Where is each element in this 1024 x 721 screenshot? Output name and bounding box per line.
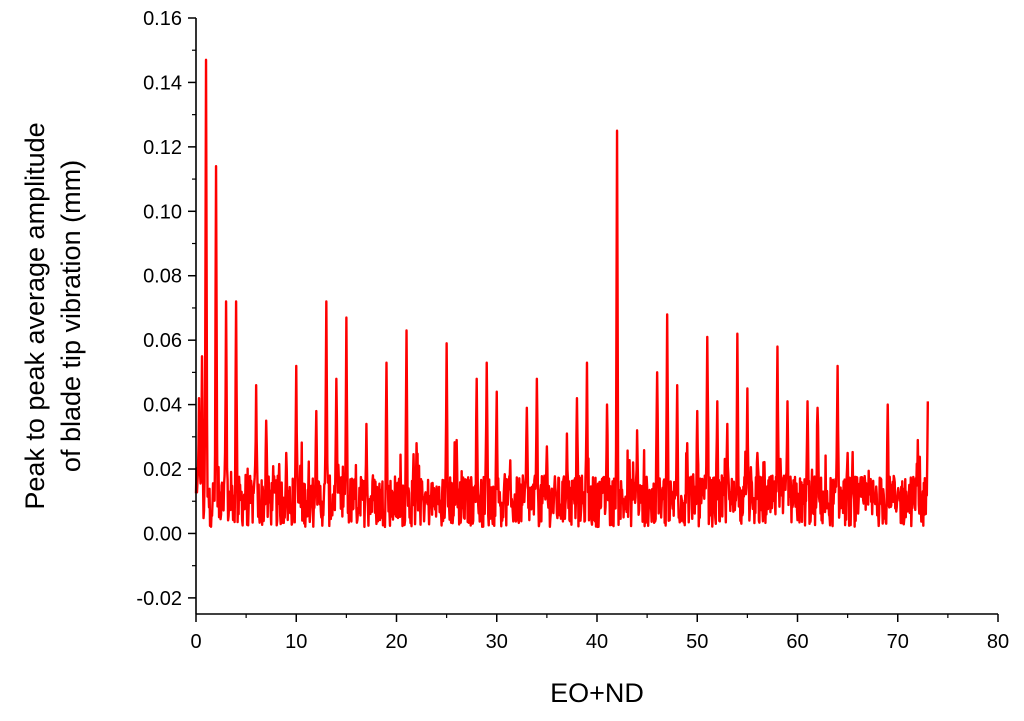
- y-axis-label-line-1: Peak to peak average amplitude: [20, 122, 50, 509]
- x-tick-label: 70: [887, 631, 909, 653]
- axes: 0 10 20 30 40 50 60 70 80 -0.02 0.00 0.02 0.04 0.06 0.…: [136, 8, 1009, 653]
- y-axis-label-line-2: of blade tip vibration (mm): [56, 160, 86, 472]
- x-tick-label: 0: [190, 631, 201, 653]
- y-tick-label: 0.16: [143, 8, 182, 30]
- x-tick-label: 20: [385, 631, 407, 653]
- x-tick-label: 40: [586, 631, 608, 653]
- y-tick-label: 0.02: [143, 459, 182, 481]
- x-tick-label: 60: [786, 631, 808, 653]
- x-tick-label: 10: [285, 631, 307, 653]
- x-tick-label: 80: [987, 631, 1009, 653]
- y-tick-label: 0.12: [143, 137, 182, 159]
- y-tick-label: 0.08: [143, 266, 182, 288]
- y-tick-label: -0.02: [136, 588, 182, 610]
- series-line-group: [194, 58, 930, 529]
- x-tick-label: 30: [486, 631, 508, 653]
- y-tick-label: 0.00: [143, 523, 182, 545]
- y-tick-label: 0.06: [143, 330, 182, 352]
- x-axis-label: EO+ND: [550, 678, 644, 708]
- x-tick-label: 50: [686, 631, 708, 653]
- series-line: [194, 58, 930, 529]
- y-tick-label: 0.04: [143, 395, 182, 417]
- y-tick-label: 0.10: [143, 201, 182, 223]
- y-tick-label: 0.14: [143, 72, 182, 94]
